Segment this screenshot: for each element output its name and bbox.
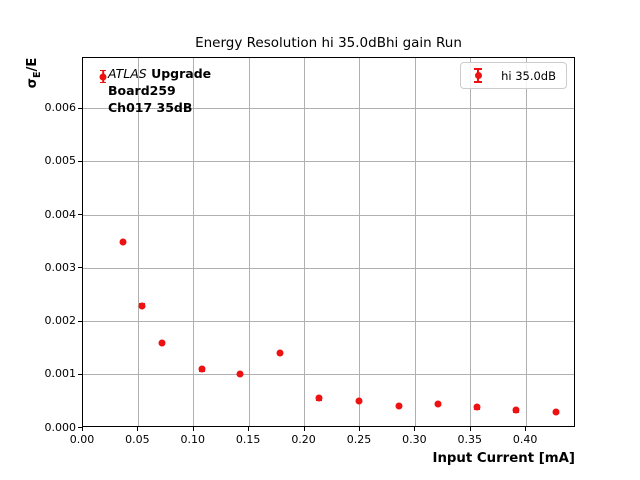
y-tick-label: 0.003 — [44, 260, 77, 274]
x-tick — [414, 427, 416, 431]
x-tick-label: 0.40 — [512, 433, 538, 446]
x-tick-label: 0.20 — [291, 433, 316, 446]
x-tick-label: 0.35 — [457, 433, 483, 446]
y-tick — [78, 214, 82, 216]
y-tick-label: 0.004 — [44, 207, 77, 221]
data-point — [473, 403, 481, 411]
y-tick-label: 0.005 — [44, 154, 77, 168]
x-tick-label: 0.25 — [346, 433, 372, 446]
x-tick — [82, 427, 83, 431]
annotation-text: ATLAS Upgrade Board259 Ch017 35dB — [108, 65, 211, 116]
data-point — [158, 339, 166, 347]
x-tick — [525, 427, 527, 431]
errorbar-marker-icon — [470, 67, 486, 84]
x-tick — [137, 427, 139, 431]
x-tick-label: 0.10 — [180, 433, 206, 446]
annotation-line-3: Ch017 35dB — [108, 100, 193, 115]
x-tick — [192, 427, 194, 431]
legend: hi 35.0dB — [460, 62, 567, 89]
y-tick-label: 0.006 — [44, 101, 77, 115]
x-tick — [358, 427, 360, 431]
data-point — [434, 400, 442, 408]
y-tick — [78, 373, 82, 375]
y-tick — [78, 320, 82, 322]
x-tick-label: 0.00 — [69, 433, 95, 446]
data-point — [276, 349, 284, 357]
x-tick-label: 0.30 — [402, 433, 427, 446]
x-tick — [248, 427, 250, 431]
legend-label: hi 35.0dB — [501, 68, 556, 83]
chart-title: Energy Resolution hi 35.0dBhi gain Run — [195, 35, 462, 51]
y-tick — [78, 107, 82, 109]
data-point — [552, 408, 560, 416]
y-tick — [78, 267, 82, 269]
y-tick-label: 0.002 — [44, 314, 77, 328]
x-tick — [469, 427, 471, 431]
x-axis-label: Input Current [mA] — [432, 451, 576, 466]
plot-area: ATLAS Upgrade Board259 Ch017 35dB hi 35.… — [82, 57, 575, 427]
data-point — [395, 402, 403, 410]
x-tick-label: 0.05 — [125, 433, 150, 446]
y-axis-label: σE/E — [25, 57, 43, 89]
x-tick-label: 0.15 — [235, 433, 261, 446]
data-point — [99, 73, 107, 81]
annotation-line-1: ATLAS Upgrade — [108, 66, 212, 81]
data-point — [138, 302, 146, 310]
data-point — [119, 238, 127, 246]
data-point — [355, 397, 363, 405]
data-point — [315, 394, 323, 402]
y-tick-label: 0.001 — [44, 367, 77, 381]
x-tick — [303, 427, 305, 431]
y-tick — [78, 160, 82, 162]
annotation-line-2: Board259 — [108, 83, 176, 98]
data-point — [236, 370, 244, 378]
data-point — [512, 406, 520, 414]
y-tick-label: 0.000 — [44, 420, 77, 434]
y-tick — [78, 427, 82, 428]
data-point — [198, 365, 206, 373]
